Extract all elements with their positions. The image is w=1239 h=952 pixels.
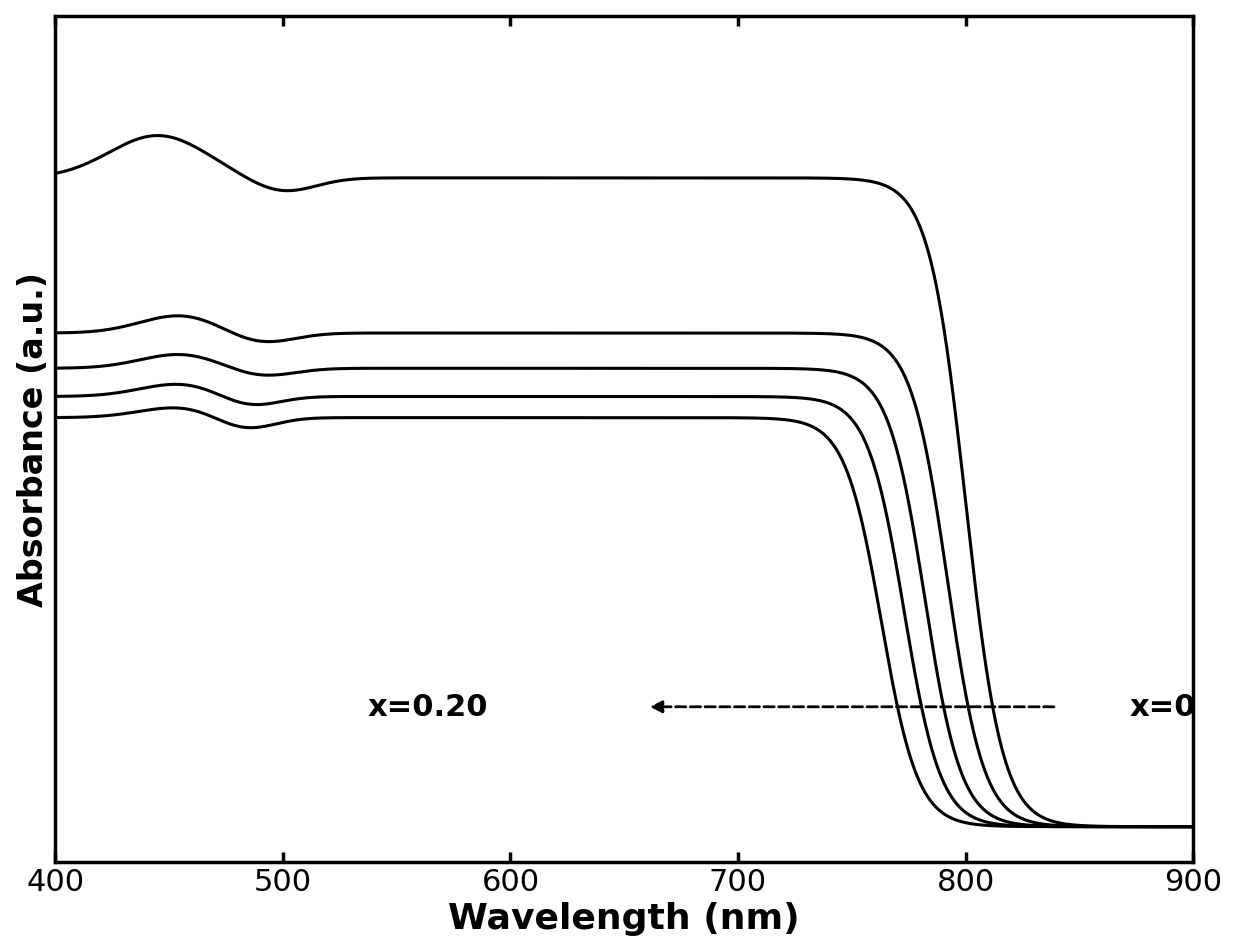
Text: x=0: x=0 (1130, 692, 1196, 722)
Y-axis label: Absorbance (a.u.): Absorbance (a.u.) (16, 272, 50, 606)
X-axis label: Wavelength (nm): Wavelength (nm) (449, 902, 800, 936)
Text: x=0.20: x=0.20 (367, 692, 488, 722)
